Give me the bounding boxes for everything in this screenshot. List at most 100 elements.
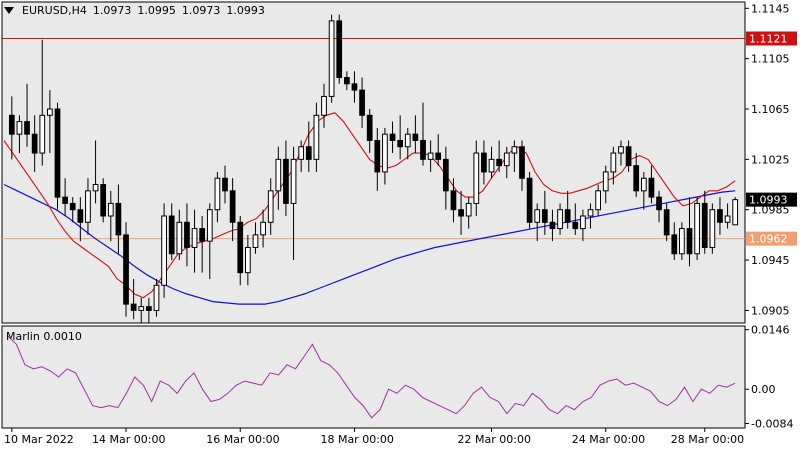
- candle-body: [199, 228, 206, 242]
- price-level-tag-label: 1.0962: [749, 233, 788, 246]
- dropdown-triangle-icon[interactable]: [4, 7, 14, 14]
- candle-body: [488, 158, 495, 173]
- indicator-pane[interactable]: [1, 325, 746, 429]
- candle-body: [442, 158, 449, 192]
- indicator-label: Marlin 0.0010: [6, 330, 82, 343]
- candle-body: [206, 209, 213, 242]
- current-price-tag: [746, 192, 797, 207]
- price-tick-label: 1.1065: [751, 103, 790, 116]
- candle-body: [374, 139, 381, 173]
- candle-body: [214, 177, 221, 211]
- candle-body: [168, 215, 175, 255]
- candle-body: [412, 133, 419, 141]
- candle-body: [602, 171, 609, 192]
- candle-body: [404, 133, 411, 148]
- candle-body: [222, 177, 228, 192]
- candle-body: [427, 152, 434, 160]
- candle-body: [557, 209, 563, 230]
- time-tick-label: 24 Mar 00:00: [572, 433, 645, 446]
- candle-body: [229, 190, 236, 223]
- low-value: 1.0973: [181, 4, 221, 17]
- candle-body: [153, 284, 160, 311]
- time-tick-label: 10 Mar 2022: [4, 433, 74, 446]
- close-value: 1.0993: [226, 4, 265, 17]
- price-tick-label: 1.0985: [751, 204, 790, 217]
- candle-body: [92, 184, 99, 192]
- indicator-tick-label: -0.0084: [751, 418, 793, 431]
- candle-body: [541, 209, 548, 223]
- candle-body: [618, 146, 624, 154]
- candle-body: [686, 228, 693, 255]
- candle-body: [511, 146, 518, 154]
- candle-body: [648, 177, 655, 198]
- candle-body: [24, 121, 30, 135]
- candle-body: [389, 133, 396, 141]
- candle-body: [260, 221, 266, 236]
- indicator-pane-background: [1, 325, 746, 429]
- candle-body: [701, 202, 708, 248]
- candle-body: [595, 190, 601, 211]
- candle-body: [671, 234, 678, 255]
- axes: 1.1145 1.1105 1.1065 1.1025 1.0985 1.0945 1.09…: [4, 2, 797, 446]
- candle-body: [85, 190, 91, 223]
- candle-body: [382, 133, 388, 173]
- candle-body: [397, 139, 404, 148]
- candle-body: [420, 139, 426, 160]
- candle-body: [709, 209, 716, 248]
- price-pane[interactable]: [1, 1, 746, 324]
- candle-body: [39, 114, 46, 154]
- candle-body: [77, 209, 84, 223]
- candle-body: [610, 152, 617, 173]
- candle-body: [450, 190, 457, 211]
- candle-body: [328, 20, 335, 97]
- candle-body: [161, 215, 167, 286]
- candle-body: [138, 306, 145, 311]
- candle-body: [580, 215, 586, 230]
- candle-body: [336, 20, 343, 79]
- candle-body: [191, 228, 198, 248]
- time-tick-label: 18 Mar 00:00: [320, 433, 393, 446]
- candle-body: [237, 221, 244, 274]
- candle-body: [526, 177, 533, 223]
- candle-body: [283, 158, 289, 204]
- time-tick-label: 22 Mar 00:00: [458, 433, 531, 446]
- candle-body: [184, 221, 190, 248]
- price-tick-label: 1.0945: [751, 254, 790, 267]
- candle-body: [587, 209, 594, 217]
- candle-body: [633, 165, 640, 192]
- candle-body: [244, 246, 251, 274]
- candle-body: [663, 209, 670, 236]
- indicator-tick-label: 0.0146: [751, 324, 790, 337]
- candle-body: [534, 209, 541, 223]
- candle-body: [298, 146, 305, 160]
- symbol-header: EURUSD,H4 1.0973 1.0995 1.0973 1.0993: [4, 4, 265, 17]
- current-price-tag-label: 1.0993: [749, 194, 788, 207]
- high-value: 1.0995: [137, 4, 176, 17]
- indicator-tick-label: 0.00: [751, 383, 776, 396]
- candle-body: [290, 158, 297, 204]
- candle-body: [176, 221, 183, 255]
- price-level-tag: [746, 31, 797, 46]
- candle-body: [351, 83, 358, 91]
- candle-body: [465, 202, 472, 217]
- candle-body: [564, 209, 571, 223]
- candle-body: [572, 221, 579, 230]
- candle-body: [732, 199, 739, 226]
- candle-body: [305, 146, 312, 160]
- candle-body: [107, 202, 114, 217]
- time-tick-label: 28 Mar 00:00: [671, 433, 744, 446]
- candle-body: [146, 306, 152, 311]
- candle-body: [275, 158, 282, 192]
- candle-body: [679, 228, 685, 255]
- candle-body: [625, 146, 632, 167]
- candle-body: [496, 158, 503, 167]
- time-tick-label: 14 Mar 00:00: [92, 433, 165, 446]
- price-level-tag: [746, 231, 797, 246]
- candle-body: [8, 114, 15, 135]
- candle-body: [519, 146, 525, 179]
- candle-body: [724, 215, 731, 223]
- candle-body: [115, 202, 122, 236]
- candle-body: [473, 152, 480, 204]
